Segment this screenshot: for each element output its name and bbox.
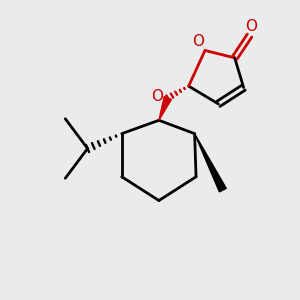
Text: O: O — [245, 19, 257, 34]
Text: O: O — [192, 34, 204, 49]
Polygon shape — [195, 134, 226, 192]
Text: O: O — [152, 89, 164, 104]
Polygon shape — [159, 97, 171, 120]
